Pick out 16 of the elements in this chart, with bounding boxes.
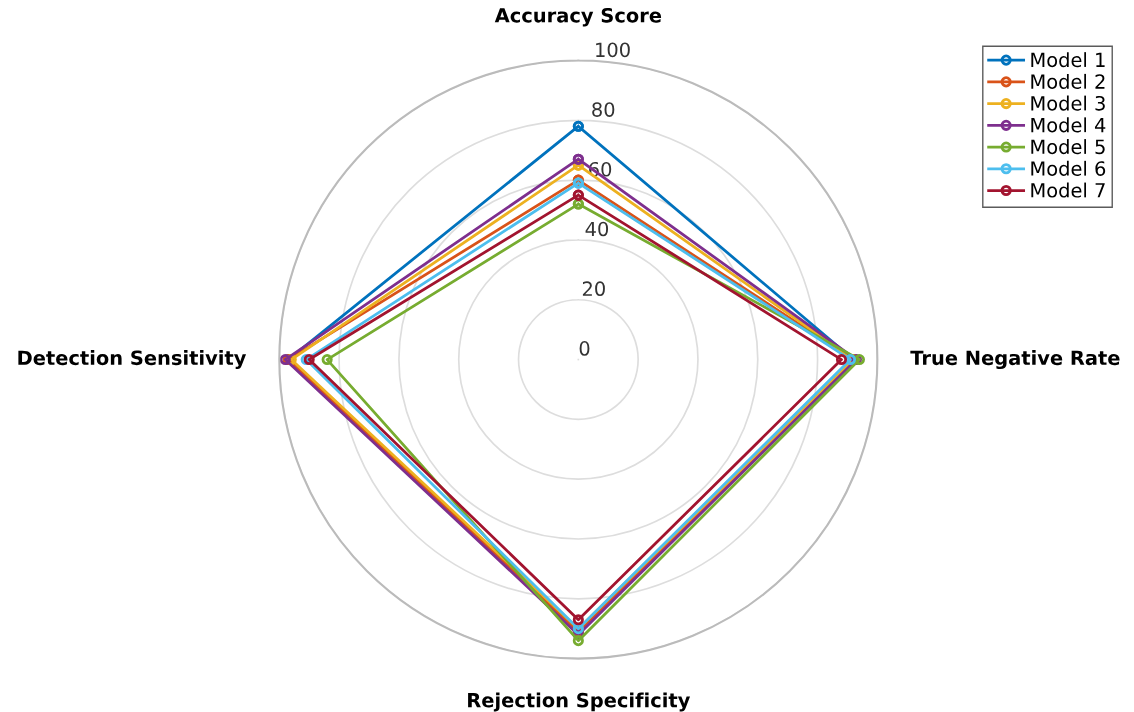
y-tick-label: 40: [585, 221, 609, 237]
spoke-label: True Negative Rate: [910, 350, 1120, 370]
spoke-label: Detection Sensitivity: [18, 350, 247, 370]
spoke-label: Rejection Specificity: [468, 692, 691, 712]
y-tick-label: 20: [582, 281, 605, 297]
spoke-label: Accuracy Score: [494, 7, 662, 27]
legend-label: Model 3: [1031, 95, 1105, 111]
legend-label: Model 7: [1031, 182, 1105, 198]
y-tick-label: 0: [579, 341, 590, 356]
legend-label: Model 1: [1031, 52, 1105, 68]
legend-label: Model 6: [1031, 160, 1106, 176]
y-tick-label: 100: [596, 42, 630, 58]
legend-label: Model 2: [1031, 73, 1105, 89]
legend-label: Model 4: [1031, 117, 1106, 133]
y-tick-label: 80: [592, 102, 615, 117]
legend-label: Model 5: [1031, 139, 1105, 155]
